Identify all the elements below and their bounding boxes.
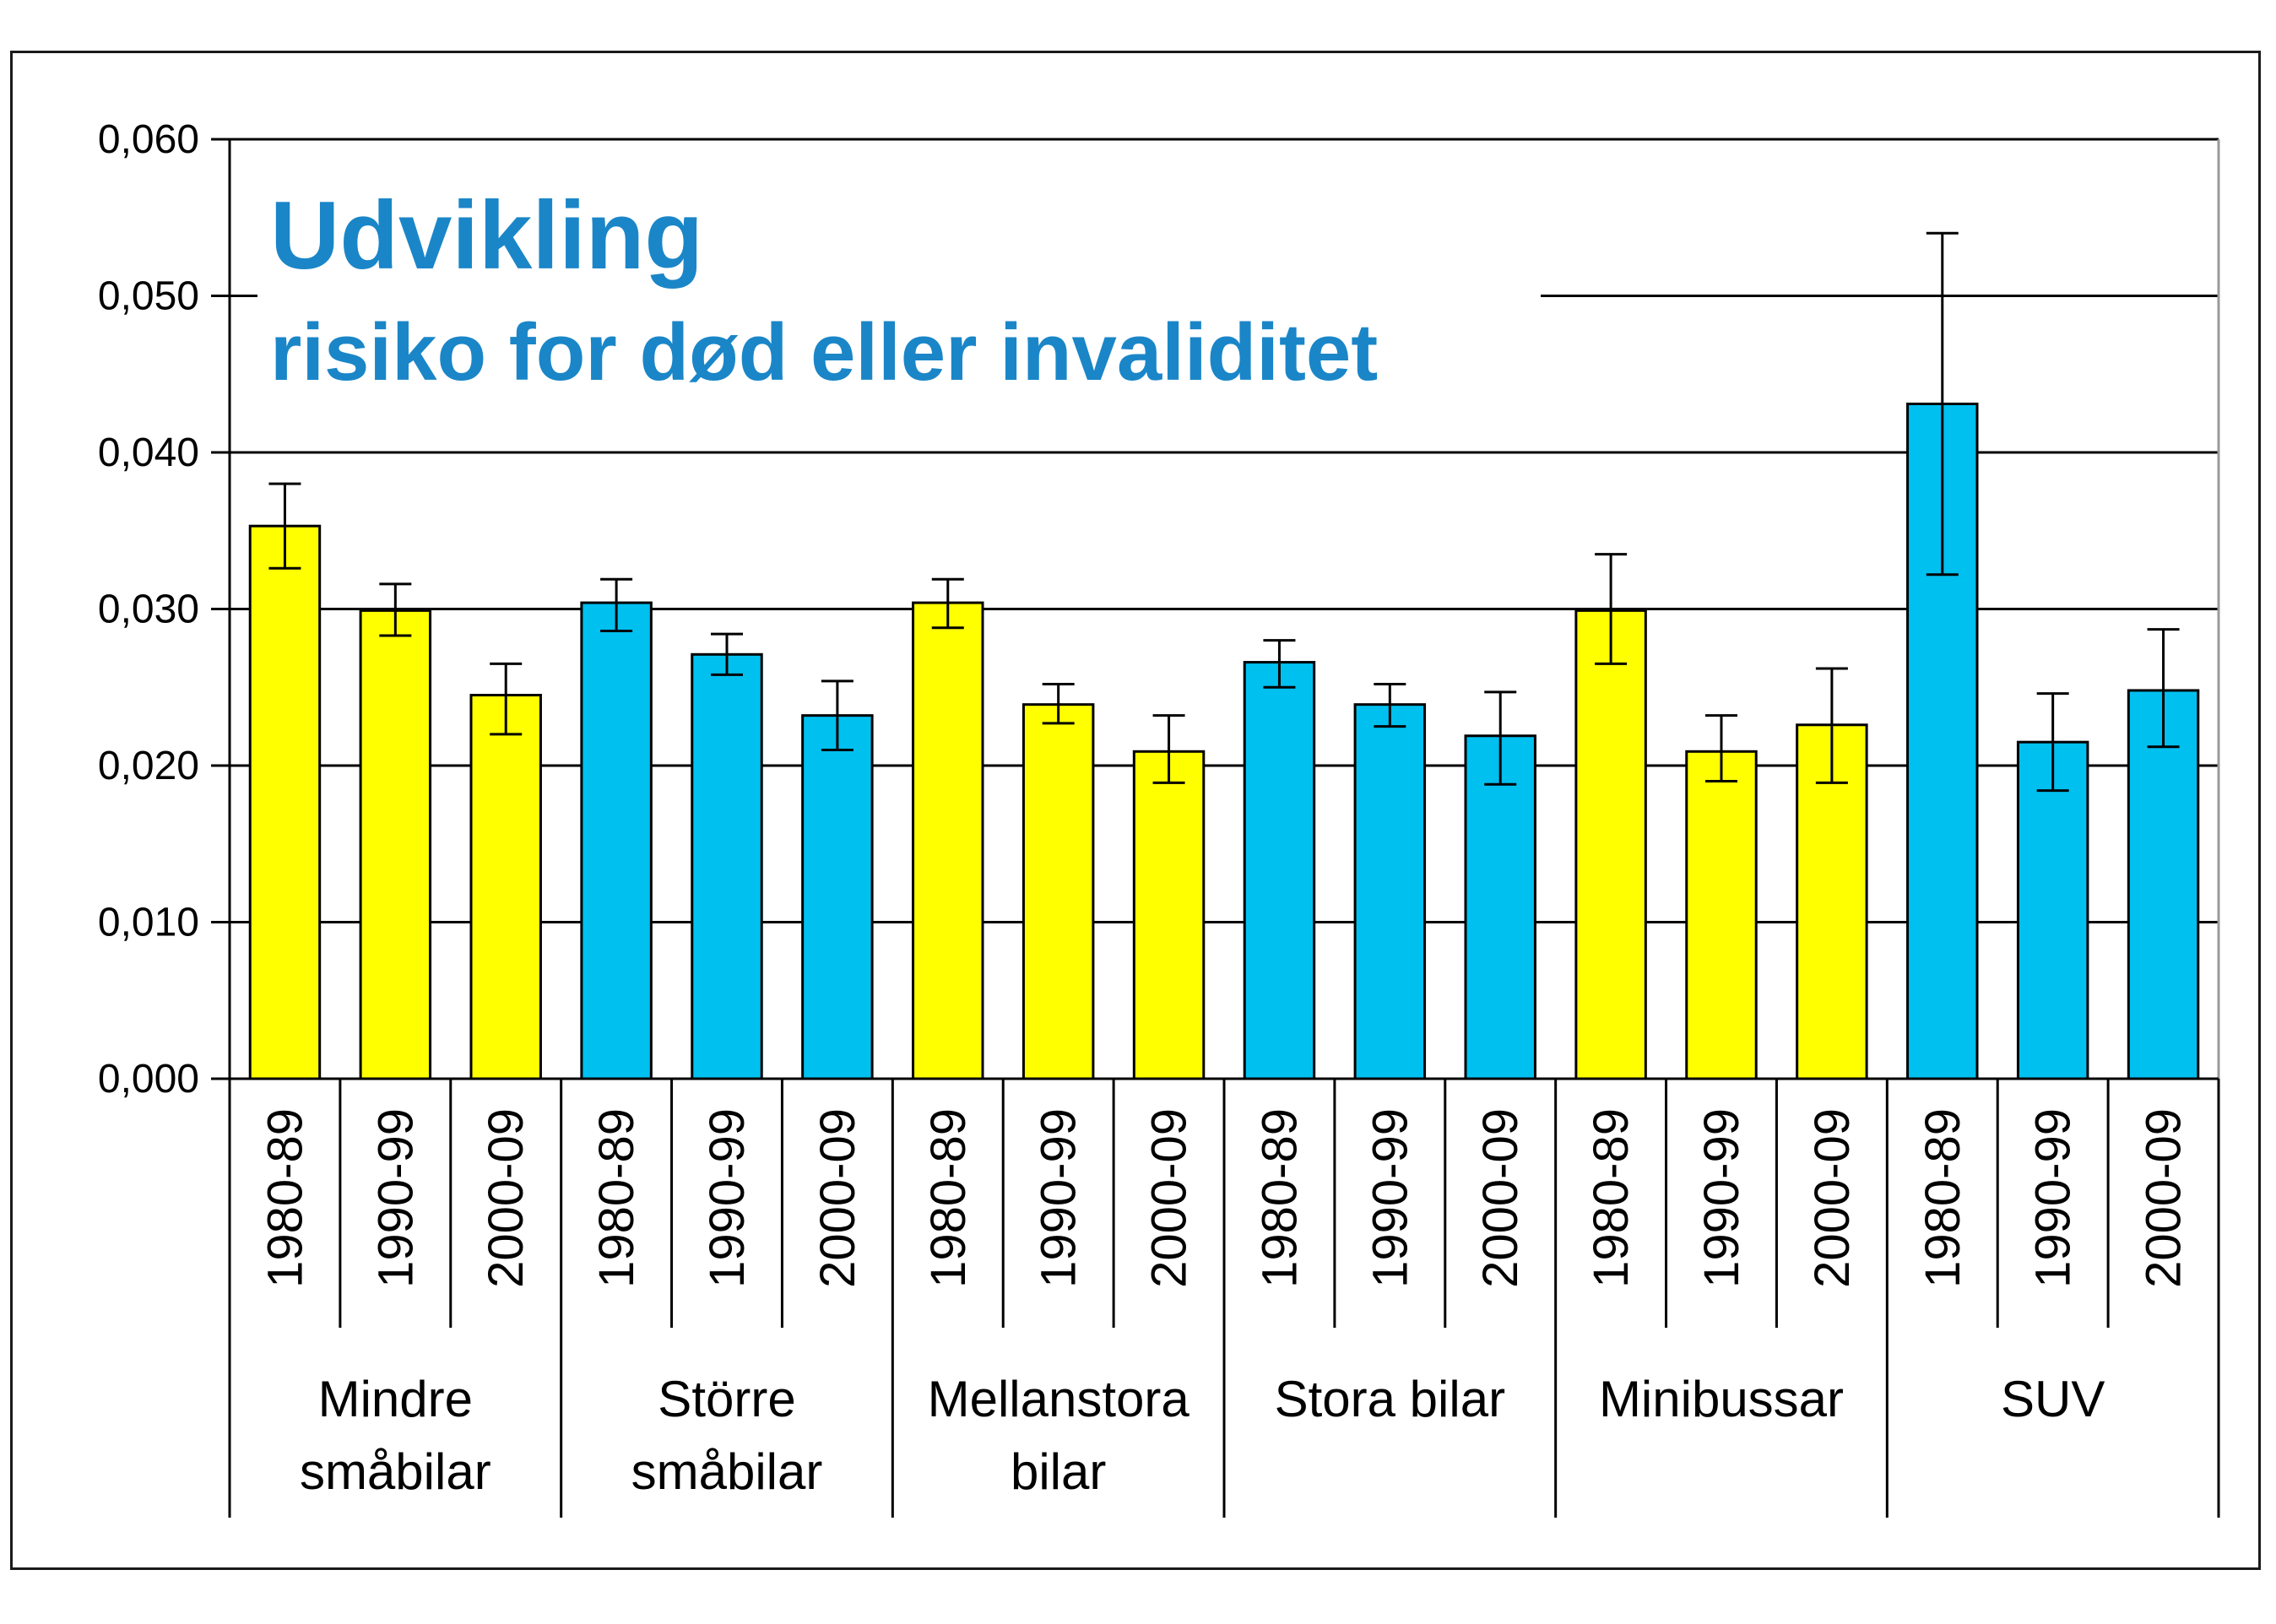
- chart-title-block: Udvikling risiko for død eller invalidit…: [257, 169, 1541, 405]
- labels: 0,000 0,010 0,020 0,030 0,040 0,050 0,060 1980-…: [98, 117, 2192, 1500]
- y-tick-label: 0,040: [98, 430, 199, 475]
- x-group-label: Mindre: [318, 1371, 473, 1427]
- x-group-label: Minibussar: [1599, 1371, 1844, 1427]
- x-category-label: 1980-89: [1584, 1108, 1639, 1288]
- x-category-label: 2000-09: [1805, 1108, 1860, 1288]
- bar: [359, 609, 432, 1080]
- x-category-label: 2000-09: [810, 1108, 865, 1288]
- y-tick-label: 0,030: [98, 587, 199, 632]
- bar: [1464, 734, 1536, 1080]
- x-category-label: 1990-99: [1363, 1108, 1417, 1288]
- bar: [801, 714, 874, 1080]
- x-category-label: 1990-99: [368, 1108, 423, 1288]
- x-group-label: småbilar: [631, 1443, 823, 1500]
- bar: [912, 601, 984, 1080]
- bar: [248, 524, 322, 1080]
- axes: [211, 138, 2220, 1518]
- chart-title: Udvikling: [270, 182, 703, 290]
- title-background: [257, 169, 1541, 405]
- x-category-label: 2000-09: [2137, 1108, 2192, 1288]
- x-category-label: 1990-99: [1032, 1108, 1087, 1288]
- y-tick-label: 0,020: [98, 744, 199, 788]
- x-category-label: 1990-99: [2026, 1108, 2081, 1288]
- x-category-label: 2000-09: [479, 1108, 534, 1288]
- bar: [1021, 703, 1095, 1080]
- y-tick-label: 0,050: [98, 274, 199, 319]
- bar: [1574, 609, 1647, 1080]
- x-category-label: 2000-09: [1142, 1108, 1197, 1288]
- x-group-label: bilar: [1011, 1443, 1106, 1500]
- x-group-label: Stora bilar: [1275, 1371, 1505, 1427]
- y-tick-label: 0,060: [98, 117, 199, 162]
- bar: [2016, 740, 2089, 1080]
- x-category-label: 1980-89: [1252, 1108, 1307, 1288]
- chart-subtitle: risiko for død eller invaliditet: [270, 307, 1378, 398]
- x-group-label: småbilar: [300, 1443, 491, 1500]
- x-category-label: 1980-89: [921, 1108, 976, 1288]
- y-tick-label: 0,010: [98, 901, 199, 945]
- y-tick-label: 0,000: [98, 1057, 199, 1102]
- x-category-label: 1990-99: [700, 1108, 755, 1288]
- bar: [580, 601, 653, 1080]
- x-category-label: 1990-99: [1694, 1108, 1749, 1288]
- x-group-label: Större: [658, 1371, 795, 1427]
- x-group-label: SUV: [2001, 1371, 2105, 1427]
- bars: [248, 231, 2200, 1080]
- bar: [691, 652, 763, 1080]
- chart-frame: [10, 51, 2261, 1570]
- bar: [1243, 661, 1316, 1080]
- x-category-label: 2000-09: [1473, 1108, 1528, 1288]
- bar: [1353, 703, 1427, 1080]
- bar: [469, 694, 542, 1080]
- x-group-label: Mellanstora: [928, 1371, 1190, 1427]
- x-category-label: 1980-89: [1916, 1108, 1970, 1288]
- x-category-label: 1980-89: [589, 1108, 644, 1288]
- bar: [1132, 750, 1206, 1080]
- bar: [1685, 750, 1758, 1080]
- bar: [2127, 689, 2200, 1080]
- x-category-label: 1980-89: [257, 1108, 312, 1288]
